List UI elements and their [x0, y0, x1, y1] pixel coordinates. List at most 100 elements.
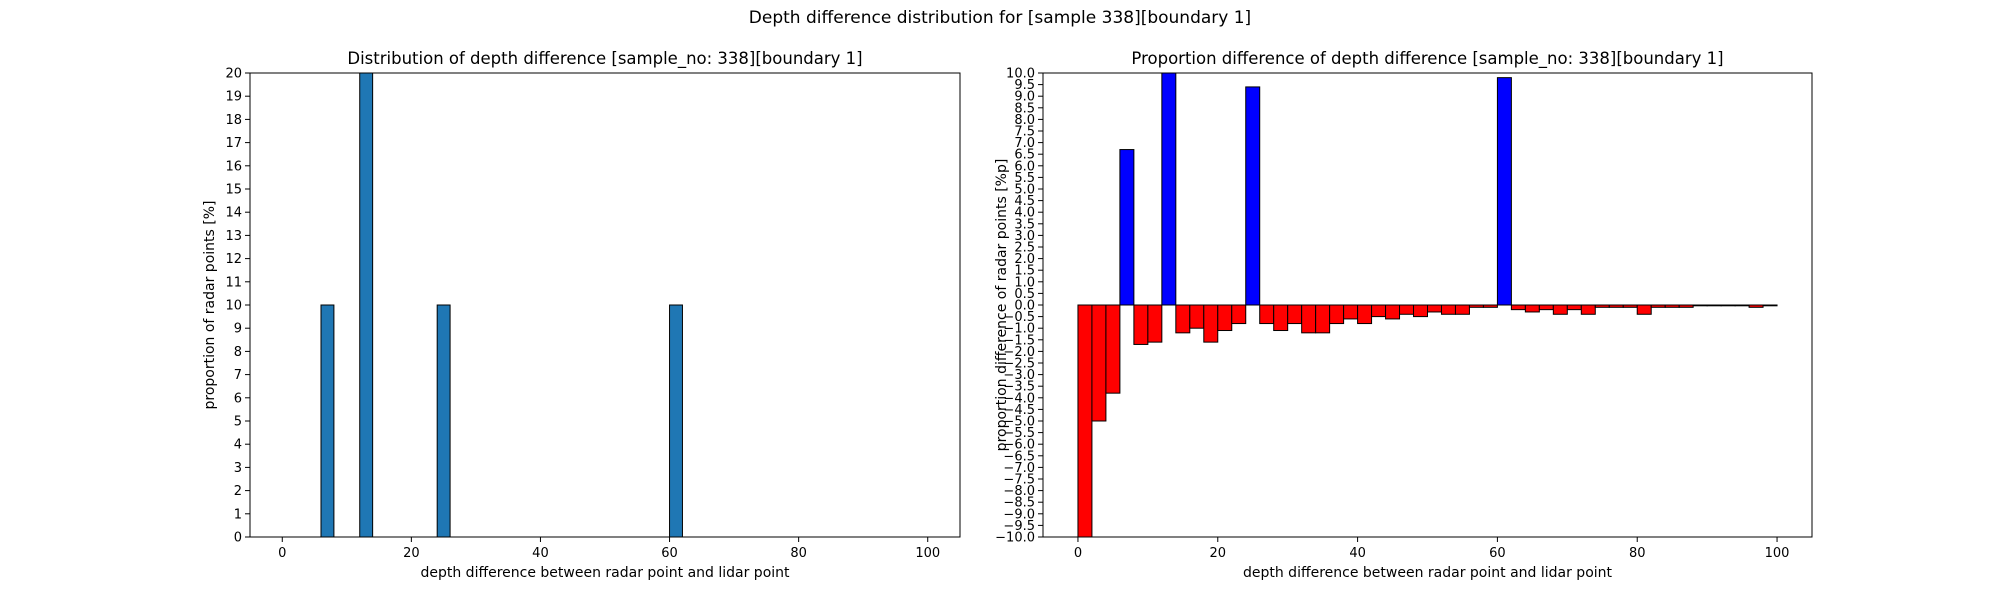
- right-x-axis-label: depth difference between radar point and…: [1243, 565, 1613, 581]
- right-y-tick-label: −6.5: [1003, 449, 1035, 464]
- right-y-tick-label: 1.0: [1014, 275, 1035, 290]
- right-bar: [1175, 304, 1191, 334]
- right-bar: [1650, 304, 1666, 308]
- right-y-tick-label: 0.0: [1014, 299, 1035, 314]
- right-y-tick-label: 6.0: [1014, 159, 1035, 174]
- right-y-tick-label: 7.5: [1014, 125, 1035, 140]
- left-bar: [436, 304, 451, 538]
- right-bar: [1510, 304, 1526, 311]
- right-y-tick-label: −1.5: [1003, 333, 1035, 348]
- left-x-tick-label: 60: [661, 546, 678, 561]
- right-x-tick-label: 80: [1629, 546, 1646, 561]
- left-y-tick-label: 20: [225, 67, 242, 82]
- right-y-tick-label: 0.5: [1014, 287, 1035, 302]
- right-bar: [1161, 72, 1177, 306]
- right-bar: [1385, 304, 1401, 320]
- left-bar: [359, 72, 374, 538]
- right-y-tick-label: 3.0: [1014, 229, 1035, 244]
- left-x-tick-label: 20: [403, 546, 420, 561]
- right-chart-title: Proportion difference of depth differenc…: [1131, 49, 1723, 69]
- right-bar: [1538, 304, 1554, 311]
- right-y-tick-label: −2.5: [1003, 357, 1035, 372]
- left-y-tick-label: 15: [225, 183, 242, 198]
- right-bar: [1371, 304, 1387, 318]
- right-y-tick-label: −2.0: [1003, 345, 1035, 360]
- left-bar: [320, 304, 335, 538]
- left-y-tick-label: 1: [234, 507, 242, 522]
- right-chart: 0 20 40 60 80 100 −10.0−9.5−9.0−8.5−8.0−7.5−7.…: [994, 49, 1813, 581]
- right-x-tick-label: 0: [1074, 546, 1082, 561]
- right-x-tick-label: 100: [1765, 546, 1790, 561]
- right-x-tick-label: 60: [1489, 546, 1506, 561]
- left-y-tick-label: 4: [234, 438, 242, 453]
- left-y-tick-label: 14: [225, 206, 242, 221]
- right-bar: [1622, 304, 1638, 308]
- right-x-ticks: 0 20 40 60 80 100: [1074, 537, 1790, 561]
- right-y-tick-label: −9.0: [1003, 507, 1035, 522]
- right-bar: [1440, 304, 1456, 315]
- right-bar: [1413, 304, 1429, 318]
- figure-suptitle: Depth difference distribution for [sampl…: [748, 8, 1252, 28]
- left-bars: [320, 72, 683, 538]
- left-plot-frame: [249, 72, 961, 538]
- right-bar: [1091, 304, 1107, 422]
- right-bar: [1133, 304, 1149, 345]
- right-y-tick-label: 4.5: [1014, 194, 1035, 209]
- left-x-tick-label: 40: [532, 546, 549, 561]
- right-y-ticks: −10.0−9.5−9.0−8.5−8.0−7.5−7.0−6.5−6.0−5.…: [995, 67, 1043, 546]
- left-x-tick-label: 0: [278, 546, 286, 561]
- right-y-tick-label: −4.5: [1003, 403, 1035, 418]
- left-y-tick-label: 17: [225, 136, 242, 151]
- right-bar: [1427, 304, 1442, 313]
- right-bar: [1189, 304, 1205, 329]
- left-y-tick-label: 19: [225, 90, 242, 105]
- right-bar: [1566, 304, 1582, 311]
- right-y-tick-label: −8.5: [1003, 496, 1035, 511]
- right-bar: [1329, 304, 1345, 325]
- right-bar: [1245, 86, 1261, 306]
- right-y-tick-label: 4.0: [1014, 206, 1035, 221]
- right-bar: [1748, 304, 1764, 308]
- left-bar: [669, 304, 683, 538]
- right-bar: [1734, 304, 1750, 307]
- right-y-tick-label: −3.5: [1003, 380, 1035, 395]
- right-bar: [1301, 304, 1317, 334]
- right-bar: [1608, 304, 1624, 308]
- right-x-tick-label: 40: [1349, 546, 1366, 561]
- right-y-tick-label: 3.5: [1014, 217, 1035, 232]
- left-y-tick-label: 10: [225, 299, 242, 314]
- right-y-tick-label: 8.5: [1014, 101, 1035, 116]
- right-y-tick-label: 7.0: [1014, 136, 1035, 151]
- right-y-tick-label: 9.5: [1014, 78, 1035, 93]
- left-y-tick-label: 18: [225, 113, 242, 128]
- right-y-tick-label: 5.5: [1014, 171, 1035, 186]
- left-y-tick-label: 16: [225, 159, 242, 174]
- right-bar: [1720, 304, 1736, 307]
- left-y-tick-label: 5: [234, 415, 242, 430]
- left-y-tick-label: 11: [225, 275, 242, 290]
- right-y-tick-label: 1.5: [1014, 264, 1035, 279]
- right-bar: [1580, 304, 1596, 315]
- left-x-axis-label: depth difference between radar point and…: [420, 565, 790, 581]
- right-y-tick-label: −9.5: [1003, 519, 1035, 534]
- left-chart-title: Distribution of depth difference [sample…: [347, 49, 862, 69]
- right-y-tick-label: 8.0: [1014, 113, 1035, 128]
- left-y-axis-label: proportion of radar points [%]: [202, 200, 218, 409]
- left-y-tick-label: 0: [234, 531, 242, 546]
- right-bar: [1315, 304, 1331, 334]
- right-bar: [1468, 304, 1484, 308]
- left-y-tick-label: 12: [225, 252, 242, 267]
- right-y-tick-label: 2.0: [1014, 252, 1035, 267]
- right-bar: [1287, 304, 1303, 325]
- right-bar: [1524, 304, 1540, 313]
- left-y-tick-label: 7: [234, 368, 242, 383]
- left-y-tick-label: 8: [234, 345, 242, 360]
- right-bar: [1105, 304, 1121, 394]
- right-y-tick-label: −7.5: [1003, 473, 1035, 488]
- right-y-tick-label: 5.0: [1014, 183, 1035, 198]
- right-y-tick-label: −8.0: [1003, 484, 1035, 499]
- right-bar: [1496, 77, 1512, 306]
